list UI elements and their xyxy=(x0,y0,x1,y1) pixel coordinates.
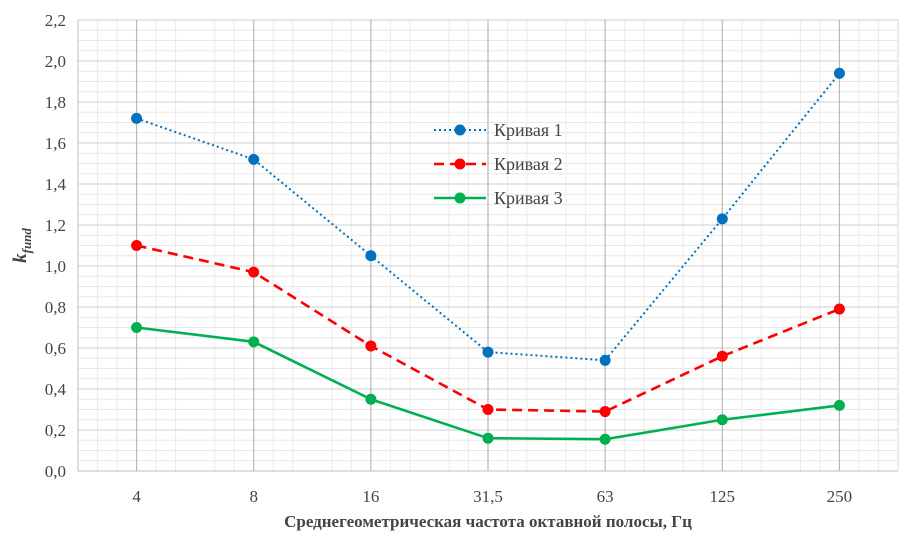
x-tick-label: 31,5 xyxy=(473,487,503,506)
y-tick-label: 0,6 xyxy=(45,339,66,358)
y-axis-title: kfund xyxy=(10,228,34,263)
data-point xyxy=(365,250,377,262)
data-point xyxy=(482,404,494,415)
data-point xyxy=(716,350,728,362)
series-2 xyxy=(131,240,845,418)
y-tick-label: 1,6 xyxy=(45,134,66,153)
legend-marker xyxy=(454,192,466,204)
y-axis-title-sub: fund xyxy=(19,228,34,254)
legend-marker xyxy=(454,158,466,170)
data-point xyxy=(131,112,143,124)
series-1 xyxy=(131,67,845,366)
y-tick-label: 1,8 xyxy=(45,93,66,112)
legend-label: Кривая 3 xyxy=(494,188,563,208)
data-point xyxy=(599,406,611,418)
data-point xyxy=(482,346,494,358)
legend-entry-2: Кривая 2 xyxy=(434,154,563,174)
x-tick-label: 63 xyxy=(597,487,614,506)
x-tick-label: 250 xyxy=(827,487,853,506)
x-tick-label: 8 xyxy=(249,487,258,506)
series-3 xyxy=(131,322,845,445)
data-point xyxy=(248,336,260,348)
legend-label: Кривая 1 xyxy=(494,120,563,140)
grid xyxy=(78,19,898,472)
x-tick-label: 125 xyxy=(710,487,736,506)
data-point xyxy=(365,340,377,352)
y-tick-label: 0,2 xyxy=(45,421,66,440)
y-tick-label: 0,0 xyxy=(45,462,66,481)
data-point xyxy=(131,322,143,333)
data-point xyxy=(365,393,377,405)
data-point xyxy=(716,414,728,426)
data-point xyxy=(716,213,728,225)
legend-label: Кривая 2 xyxy=(494,154,563,174)
y-tick-label: 2,2 xyxy=(45,11,66,30)
legend-entry-1: Кривая 1 xyxy=(434,120,563,140)
legend-entry-3: Кривая 3 xyxy=(434,188,563,208)
series-layer xyxy=(131,67,845,445)
y-tick-label: 1,4 xyxy=(45,175,67,194)
axes: 0,0 0,2 0,4 0,6 0,8 1,0 1,2 1,4 1,6 1,8 2,0 2,2 4 8 16… xyxy=(45,11,899,506)
x-tick-label: 16 xyxy=(362,487,379,506)
legend: Кривая 1 Кривая 2 Кривая 3 xyxy=(434,120,563,208)
y-tick-label: 2,0 xyxy=(45,52,66,71)
x-axis-title: Среднегеометрическая частота октавной по… xyxy=(284,512,692,531)
y-tick-label: 0,8 xyxy=(45,298,66,317)
data-point xyxy=(248,153,260,165)
data-point xyxy=(599,433,611,445)
data-point xyxy=(833,399,845,411)
data-point xyxy=(833,67,845,79)
data-point xyxy=(833,303,845,315)
y-tick-label: 0,4 xyxy=(45,380,67,399)
x-tick-label: 4 xyxy=(132,487,141,506)
data-point xyxy=(131,240,143,251)
legend-marker xyxy=(454,124,466,136)
y-axis-title-main: k xyxy=(10,253,31,263)
data-point xyxy=(248,266,260,278)
y-tick-label: 1,0 xyxy=(45,257,66,276)
data-point xyxy=(599,354,611,366)
data-point xyxy=(482,432,494,444)
y-tick-label: 1,2 xyxy=(45,216,66,235)
